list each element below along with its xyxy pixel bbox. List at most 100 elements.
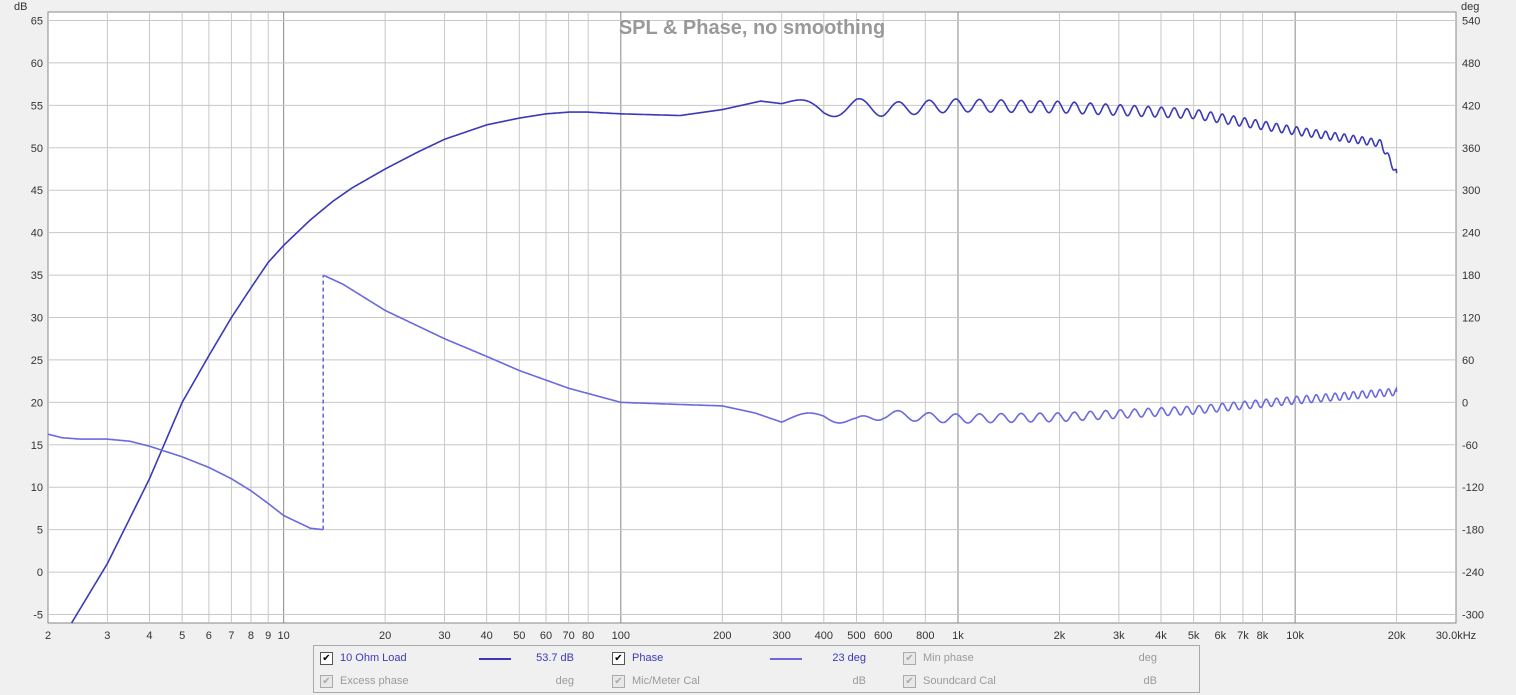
x-tick-label: 50	[513, 630, 525, 642]
grid-lines	[48, 12, 1456, 623]
legend-line-phase	[770, 658, 802, 660]
legend-item-mic-cal[interactable]: ✔ Mic/Meter Cal	[612, 673, 700, 689]
legend-item-min-phase[interactable]: ✔ Min phase	[903, 650, 974, 666]
x-tick-label: 3k	[1113, 630, 1125, 642]
legend-value-soundcard-cal: dB	[1143, 675, 1157, 687]
x-tick-label: 6k	[1215, 630, 1227, 642]
y-left-tick-label: 65	[31, 15, 43, 27]
legend-item-phase[interactable]: ✔ Phase	[612, 650, 663, 666]
x-tick-label: 800	[916, 630, 934, 642]
y-left-tick-label: 10	[31, 482, 43, 494]
x-tick-label: 200	[713, 630, 731, 642]
axis-ticks: 2 3 4 5 6 7 8 9 10 20 30 40 50 60 70 80 100 200 300 400 500 6…	[31, 15, 1484, 642]
y-right-tick-label: 180	[1462, 270, 1480, 282]
y-right-tick-label: 480	[1462, 58, 1480, 70]
y-left-tick-label: 20	[31, 397, 43, 409]
legend-item-spl[interactable]: ✔ 10 Ohm Load	[320, 650, 407, 666]
y-left-tick-label: 25	[31, 355, 43, 367]
x-tick-label: 4	[146, 630, 152, 642]
x-tick-label: 20	[379, 630, 391, 642]
x-tick-label: 7k	[1237, 630, 1249, 642]
y-left-tick-label: 45	[31, 185, 43, 197]
x-tick-label: 8k	[1257, 630, 1269, 642]
x-tick-label: 6	[206, 630, 212, 642]
phase-curve-segment-1	[323, 274, 1398, 424]
legend-line-spl	[479, 658, 511, 660]
legend-label-spl: 10 Ohm Load	[340, 652, 407, 664]
legend-label-soundcard-cal: Soundcard Cal	[923, 675, 996, 687]
x-tick-label: 4k	[1155, 630, 1167, 642]
phase-curve-segment-0	[47, 433, 324, 531]
checkbox-excess-phase[interactable]: ✔	[320, 674, 333, 688]
x-tick-label: 400	[815, 630, 833, 642]
y-left-tick-label: 55	[31, 100, 43, 112]
y-right-tick-label: 540	[1462, 15, 1480, 27]
series-layer	[47, 98, 1398, 624]
x-tick-label: 300	[773, 630, 791, 642]
y-right-tick-label: -180	[1462, 525, 1484, 537]
legend-value-min-phase: deg	[1138, 652, 1157, 664]
y-left-unit: dB	[14, 1, 27, 13]
legend-item-excess-phase[interactable]: ✔ Excess phase	[320, 673, 408, 689]
x-tick-label: 60	[540, 630, 552, 642]
y-right-tick-label: -300	[1462, 610, 1484, 622]
x-tick-label: 600	[874, 630, 892, 642]
y-right-tick-label: -120	[1462, 482, 1484, 494]
legend-value-mic-cal: dB	[852, 675, 866, 687]
y-left-tick-label: 0	[37, 567, 43, 579]
legend-label-min-phase: Min phase	[923, 652, 974, 664]
legend-label-phase: Phase	[632, 652, 664, 664]
legend-panel: ✔ 10 Ohm Load 53.7 dB ✔ Phase 23 deg ✔ M…	[313, 645, 1200, 693]
y-right-unit: deg	[1461, 1, 1479, 13]
x-tick-label: 7	[228, 630, 234, 642]
x-tick-label: 10k	[1286, 630, 1304, 642]
y-right-tick-label: 0	[1462, 397, 1468, 409]
x-tick-label: 40	[481, 630, 493, 642]
checkbox-phase[interactable]: ✔	[612, 651, 625, 665]
y-left-tick-label: 60	[31, 58, 43, 70]
y-left-tick-label: 15	[31, 440, 43, 452]
x-tick-label: 9	[265, 630, 271, 642]
y-right-tick-label: 240	[1462, 228, 1480, 240]
checkbox-min-phase[interactable]: ✔	[903, 651, 916, 665]
checkbox-spl[interactable]: ✔	[320, 651, 333, 665]
x-tick-label: 100	[612, 630, 630, 642]
y-left-tick-label: 50	[31, 143, 43, 155]
y-left-tick-label: 40	[31, 228, 43, 240]
x-tick-label: 30.0kHz	[1436, 630, 1476, 642]
x-tick-label: 70	[562, 630, 574, 642]
spl-phase-chart: 2 3 4 5 6 7 8 9 10 20 30 40 50 60 70 80 100 200 300 400 500 6…	[14, 1, 1484, 642]
y-right-tick-label: 120	[1462, 313, 1480, 325]
x-tick-label: 8	[248, 630, 254, 642]
x-tick-label: 30	[438, 630, 450, 642]
x-tick-label: 20k	[1388, 630, 1406, 642]
y-right-tick-label: -240	[1462, 567, 1484, 579]
x-tick-label: 10	[278, 630, 290, 642]
y-left-tick-label: -5	[33, 610, 43, 622]
x-tick-label: 80	[582, 630, 594, 642]
spl-curve-segment-0	[70, 98, 1398, 624]
y-left-tick-label: 30	[31, 313, 43, 325]
y-right-tick-label: 300	[1462, 185, 1480, 197]
y-right-tick-label: 420	[1462, 100, 1480, 112]
legend-value-excess-phase: deg	[555, 675, 574, 687]
x-tick-label: 500	[847, 630, 865, 642]
x-tick-label: 1k	[952, 630, 964, 642]
chart-title: SPL & Phase, no smoothing	[619, 17, 885, 39]
x-tick-label: 3	[104, 630, 110, 642]
legend-item-soundcard-cal[interactable]: ✔ Soundcard Cal	[903, 673, 996, 689]
legend-label-excess-phase: Excess phase	[340, 675, 409, 687]
legend-value-spl: 53.7 dB	[536, 652, 574, 664]
y-right-tick-label: 60	[1462, 355, 1474, 367]
x-tick-label: 2k	[1054, 630, 1066, 642]
y-left-tick-label: 5	[37, 525, 43, 537]
y-right-tick-label: 360	[1462, 143, 1480, 155]
y-right-tick-label: -60	[1462, 440, 1478, 452]
x-tick-label: 5k	[1188, 630, 1200, 642]
x-tick-label: 5	[179, 630, 185, 642]
legend-label-mic-cal: Mic/Meter Cal	[632, 675, 700, 687]
checkbox-soundcard-cal[interactable]: ✔	[903, 674, 916, 688]
checkbox-mic-cal[interactable]: ✔	[612, 674, 625, 688]
y-left-tick-label: 35	[31, 270, 43, 282]
legend-value-phase: 23 deg	[832, 652, 866, 664]
